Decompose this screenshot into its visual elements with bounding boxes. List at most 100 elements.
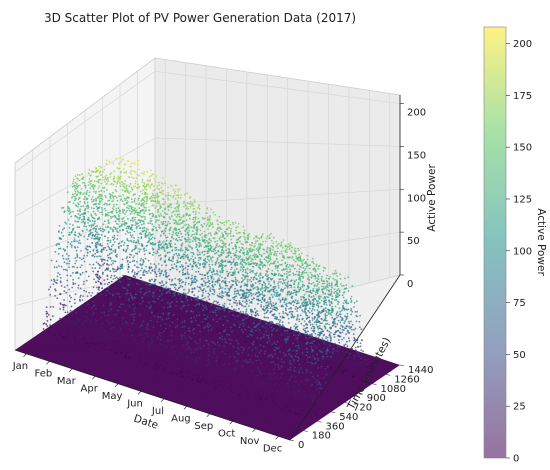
scatter-point — [280, 360, 283, 363]
scatter-point — [94, 230, 97, 233]
scatter-point — [137, 185, 140, 188]
scatter-point — [239, 236, 242, 238]
scatter-point — [261, 264, 264, 267]
scatter-point — [316, 334, 319, 336]
scatter-point — [179, 279, 181, 282]
scatter-point — [277, 347, 280, 350]
scatter-point — [181, 269, 184, 272]
scatter-point — [269, 247, 272, 250]
scatter-point — [267, 286, 270, 289]
scatter-point — [244, 261, 247, 264]
scatter-point — [207, 242, 210, 245]
scatter-point — [149, 220, 152, 223]
scatter-point — [132, 303, 135, 306]
scatter-point — [193, 261, 196, 264]
scatter-point — [274, 250, 277, 253]
scatter-point — [109, 276, 112, 279]
scatter-point — [124, 213, 126, 215]
scatter-point — [113, 260, 115, 262]
scatter-point — [90, 174, 92, 177]
scatter-point — [336, 279, 338, 282]
scatter-point — [212, 268, 215, 270]
scatter-point — [314, 268, 317, 271]
scatter-point — [175, 246, 178, 249]
scatter-point — [364, 373, 367, 376]
scatter-point — [169, 243, 172, 246]
scatter-point — [267, 256, 270, 258]
scatter-point — [228, 251, 231, 254]
scatter-point — [156, 251, 159, 254]
scatter-point — [101, 186, 104, 189]
scatter-point — [289, 359, 292, 362]
scatter-point — [263, 326, 265, 329]
scatter-point — [254, 244, 256, 247]
scatter-point — [109, 252, 112, 255]
scatter-point — [189, 200, 192, 203]
scatter-point — [100, 166, 102, 169]
chart-title: 3D Scatter Plot of PV Power Generation D… — [44, 11, 356, 25]
scatter-point — [197, 262, 200, 264]
scatter-point — [296, 300, 299, 302]
scatter-point — [162, 222, 165, 225]
scatter-point — [95, 214, 97, 216]
scatter-point — [277, 323, 280, 325]
scatter-point — [167, 310, 169, 313]
scatter-point — [242, 312, 245, 315]
scatter-point — [92, 227, 95, 230]
scatter-point — [175, 194, 178, 197]
scatter-point — [95, 198, 97, 200]
scatter-point — [273, 261, 275, 264]
scatter-point — [123, 295, 125, 297]
scatter-point — [200, 298, 202, 301]
scatter-point — [331, 349, 334, 352]
scatter-point — [347, 320, 350, 323]
scatter-point — [87, 235, 90, 238]
scatter-point — [280, 250, 283, 253]
scatter-point — [207, 281, 209, 284]
scatter-point — [229, 287, 231, 290]
scatter-point — [168, 222, 171, 225]
scatter-point — [177, 223, 179, 226]
scatter-point — [158, 295, 161, 298]
scatter-point — [194, 340, 197, 343]
scatter-point — [299, 276, 301, 278]
scatter-point — [247, 234, 250, 237]
scatter-point — [127, 205, 129, 207]
scatter-point — [150, 220, 153, 222]
scatter-point — [341, 317, 343, 319]
scatter-point — [79, 200, 82, 203]
scatter-point — [154, 180, 157, 183]
scatter-point — [121, 218, 124, 221]
scatter-point — [125, 222, 128, 225]
scatter-point — [140, 257, 143, 260]
scatter-point — [231, 310, 233, 313]
scatter-point — [335, 290, 337, 293]
scatter-point — [235, 256, 238, 259]
scatter-point — [251, 250, 253, 253]
scatter-point — [115, 254, 117, 257]
scatter-point — [303, 271, 306, 274]
scatter-point — [256, 324, 259, 326]
scatter-point — [285, 266, 288, 268]
scatter-point — [334, 305, 337, 308]
scatter-point — [208, 280, 210, 282]
scatter-point — [312, 298, 315, 301]
scatter-point — [260, 287, 262, 290]
scatter-point — [133, 237, 135, 239]
scatter-point — [164, 221, 167, 223]
scatter-point — [88, 181, 90, 183]
scatter-point — [293, 286, 296, 289]
scatter-point — [228, 243, 231, 246]
scatter-point — [208, 237, 211, 240]
scatter-point — [288, 294, 291, 296]
scatter-point — [272, 249, 274, 251]
scatter-point — [119, 212, 121, 215]
scatter-point — [152, 225, 155, 228]
scatter-point — [240, 297, 242, 299]
scatter-point — [191, 248, 193, 250]
scatter-point — [296, 353, 298, 355]
scatter-point — [93, 222, 96, 225]
scatter-point — [86, 295, 89, 298]
scatter-point — [359, 314, 361, 317]
scatter-point — [148, 294, 150, 297]
